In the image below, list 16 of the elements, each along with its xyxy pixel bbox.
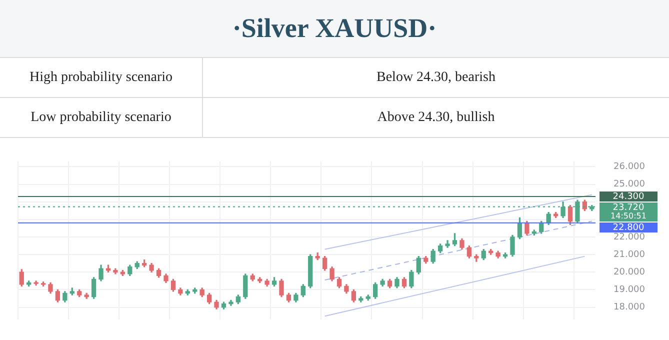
text: Above 24.30, bullish (202, 98, 669, 138)
chart-title: ·Silver XAUUSD· (0, 0, 669, 58)
y-tick-label: 25.000 (614, 180, 646, 190)
y-tick-label: 26.000 (614, 162, 646, 172)
ref-line-label: 24.300 (612, 192, 645, 202)
y-tick-label: 22.000 (614, 232, 646, 242)
text: Below 24.30, bearish (202, 58, 669, 98)
ref-line-label: 22.800 (612, 222, 645, 233)
text: Low probability scenario (0, 98, 202, 138)
ref-line-label: 23.720 (612, 202, 645, 213)
y-tick-label: 18.000 (614, 302, 646, 313)
y-tick-label: 21.000 (614, 250, 646, 260)
y-tick-label: 20.000 (614, 267, 646, 278)
y-tick-label: 19.000 (614, 285, 646, 296)
text: High probability scenario (0, 58, 202, 98)
text: 14:50:51 (610, 212, 646, 221)
